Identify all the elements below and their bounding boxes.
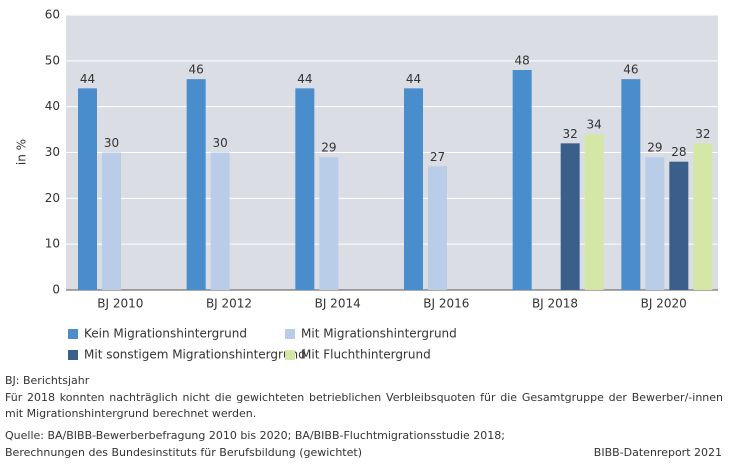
bar: [560, 143, 580, 290]
y-tick-label: 30: [45, 145, 60, 159]
legend-swatch: [68, 329, 78, 339]
y-tick-label: 0: [52, 283, 60, 297]
data-label: 30: [104, 136, 119, 150]
chart: in % 0 10 20 30 40 50 60 BJ 2010 44 30 BJ 2012 46 30…: [15, 8, 718, 362]
data-label: 29: [321, 141, 336, 155]
bar: [295, 88, 315, 290]
legend-label: Mit sonstigem Migrationshintergrund: [84, 348, 306, 362]
data-label: 32: [695, 127, 710, 141]
bar: [186, 79, 206, 291]
note-source: Quelle: BA/BIBB-Bewerberbefragung 2010 b…: [5, 429, 505, 442]
legend-label: Mit Migrationshintergrund: [301, 327, 457, 341]
data-label: 48: [515, 54, 530, 68]
y-tick-label: 60: [45, 8, 60, 22]
data-label: 29: [647, 141, 662, 155]
bar: [621, 79, 641, 291]
data-label: 32: [563, 127, 578, 141]
x-tick-label: BJ 2012: [206, 297, 252, 311]
legend-swatch: [68, 350, 78, 360]
x-tick-label: BJ 2010: [97, 297, 143, 311]
data-label: 28: [671, 145, 686, 159]
data-label: 44: [297, 72, 312, 86]
bar: [669, 161, 689, 290]
note-abbreviation: BJ: Berichtsjahr: [5, 374, 90, 387]
y-tick-label: 10: [45, 237, 60, 251]
data-label: 46: [623, 63, 638, 77]
legend-label: Mit Fluchthintergrund: [301, 348, 431, 362]
legend-swatch: [285, 350, 295, 360]
y-axis-label: in %: [15, 139, 29, 165]
bar: [210, 152, 230, 290]
data-label: 27: [430, 150, 445, 164]
bar: [102, 152, 121, 290]
legend-label: Kein Migrationshintergrund: [84, 327, 247, 341]
x-tick-label: BJ 2014: [315, 297, 361, 311]
bar: [78, 88, 97, 290]
y-tick-label: 20: [45, 191, 60, 205]
bar: [404, 88, 423, 290]
bar: [428, 166, 447, 290]
bar: [512, 70, 532, 290]
y-tick-label: 40: [45, 99, 60, 113]
bar: [645, 157, 665, 290]
note-credit: BIBB-Datenreport 2021: [593, 446, 722, 459]
data-label: 44: [80, 72, 95, 86]
y-tick-label: 50: [45, 53, 60, 67]
data-label: 46: [189, 63, 204, 77]
x-tick-label: BJ 2018: [532, 297, 578, 311]
bar: [693, 143, 713, 290]
note-remark: Für 2018 konnten nachträglich nicht die …: [5, 391, 723, 420]
x-tick-label: BJ 2020: [641, 297, 687, 311]
bar: [319, 157, 339, 290]
data-label: 44: [406, 72, 421, 86]
note-source: Berechnungen des Bundesinstituts für Ber…: [5, 446, 362, 459]
data-label: 30: [213, 136, 228, 150]
bar: [584, 134, 604, 290]
x-tick-label: BJ 2016: [423, 297, 469, 311]
legend-swatch: [285, 329, 295, 339]
data-label: 34: [587, 118, 602, 132]
